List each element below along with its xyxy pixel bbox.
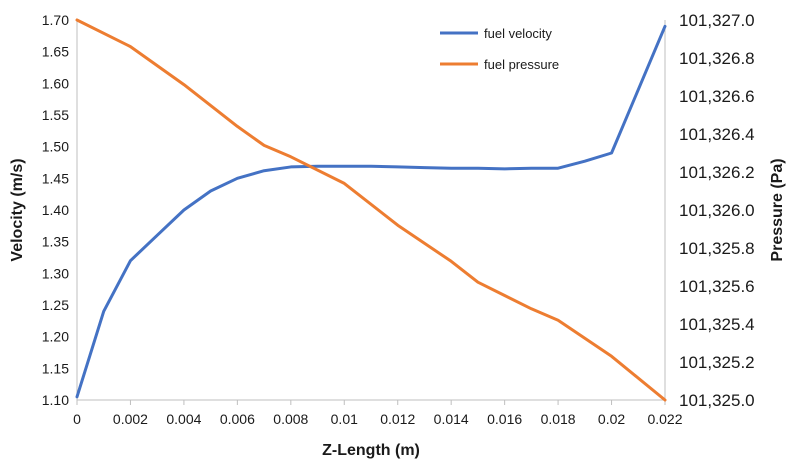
y-axis-title: Velocity (m/s) <box>9 158 26 261</box>
y-tick-label: 1.45 <box>42 170 69 186</box>
x-tick-label: 0.016 <box>487 411 522 427</box>
y-tick-label: 1.55 <box>42 107 69 123</box>
x-tick-label: 0.012 <box>380 411 415 427</box>
y2-tick-label: 101,325.8 <box>679 239 755 258</box>
y2-tick-label: 101,326.6 <box>679 87 755 106</box>
legend: fuel velocity fuel pressure <box>440 26 559 72</box>
series-line-fuel-pressure <box>75 18 667 402</box>
x-tick-label: 0.02 <box>598 411 625 427</box>
x-tick-label: 0.004 <box>166 411 201 427</box>
y-tick-label: 1.15 <box>42 360 69 376</box>
x-tick-label: 0.006 <box>220 411 255 427</box>
x-tick-label: 0.008 <box>273 411 308 427</box>
y-tick-label: 1.25 <box>42 297 69 313</box>
legend-label-fuel-velocity: fuel velocity <box>484 26 552 41</box>
series-line-fuel-velocity <box>75 24 667 399</box>
y-tick-label: 1.50 <box>42 139 69 155</box>
y2-tick-label: 101,325.0 <box>679 391 755 410</box>
y-tick-label: 1.70 <box>42 12 69 28</box>
y2-tick-label: 101,325.4 <box>679 315 755 334</box>
y-tick-label: 1.60 <box>42 75 69 91</box>
y-tick-label: 1.20 <box>42 329 69 345</box>
y2-tick-label: 101,325.2 <box>679 353 755 372</box>
y2-tick-label: 101,326.4 <box>679 125 755 144</box>
y-tick-label: 1.40 <box>42 202 69 218</box>
series-layer <box>75 18 667 402</box>
y2-tick-label: 101,325.6 <box>679 277 755 296</box>
legend-label-fuel-pressure: fuel pressure <box>484 57 559 72</box>
x-tick-label: 0.014 <box>434 411 469 427</box>
y2-tick-label: 101,327.0 <box>679 11 755 30</box>
y2-tick-label: 101,326.2 <box>679 163 755 182</box>
x-tick-label: 0.002 <box>113 411 148 427</box>
y2-tick-label: 101,326.8 <box>679 49 755 68</box>
axes-layer: 0 0.002 0.004 0.006 0.008 0.01 0.012 0.014 0.016… <box>42 11 755 427</box>
y2-axis-title: Pressure (Pa) <box>769 158 786 261</box>
y-tick-label: 1.30 <box>42 265 69 281</box>
y2-tick-label: 101,326.0 <box>679 201 755 220</box>
x-tick-label: 0 <box>73 411 81 427</box>
x-tick-label: 0.022 <box>647 411 682 427</box>
y-tick-label: 1.10 <box>42 392 69 408</box>
x-tick-label: 0.01 <box>331 411 358 427</box>
y-tick-label: 1.65 <box>42 44 69 60</box>
x-tick-label: 0.018 <box>541 411 576 427</box>
y-tick-label: 1.35 <box>42 234 69 250</box>
x-axis-title: Z-Length (m) <box>322 442 420 459</box>
